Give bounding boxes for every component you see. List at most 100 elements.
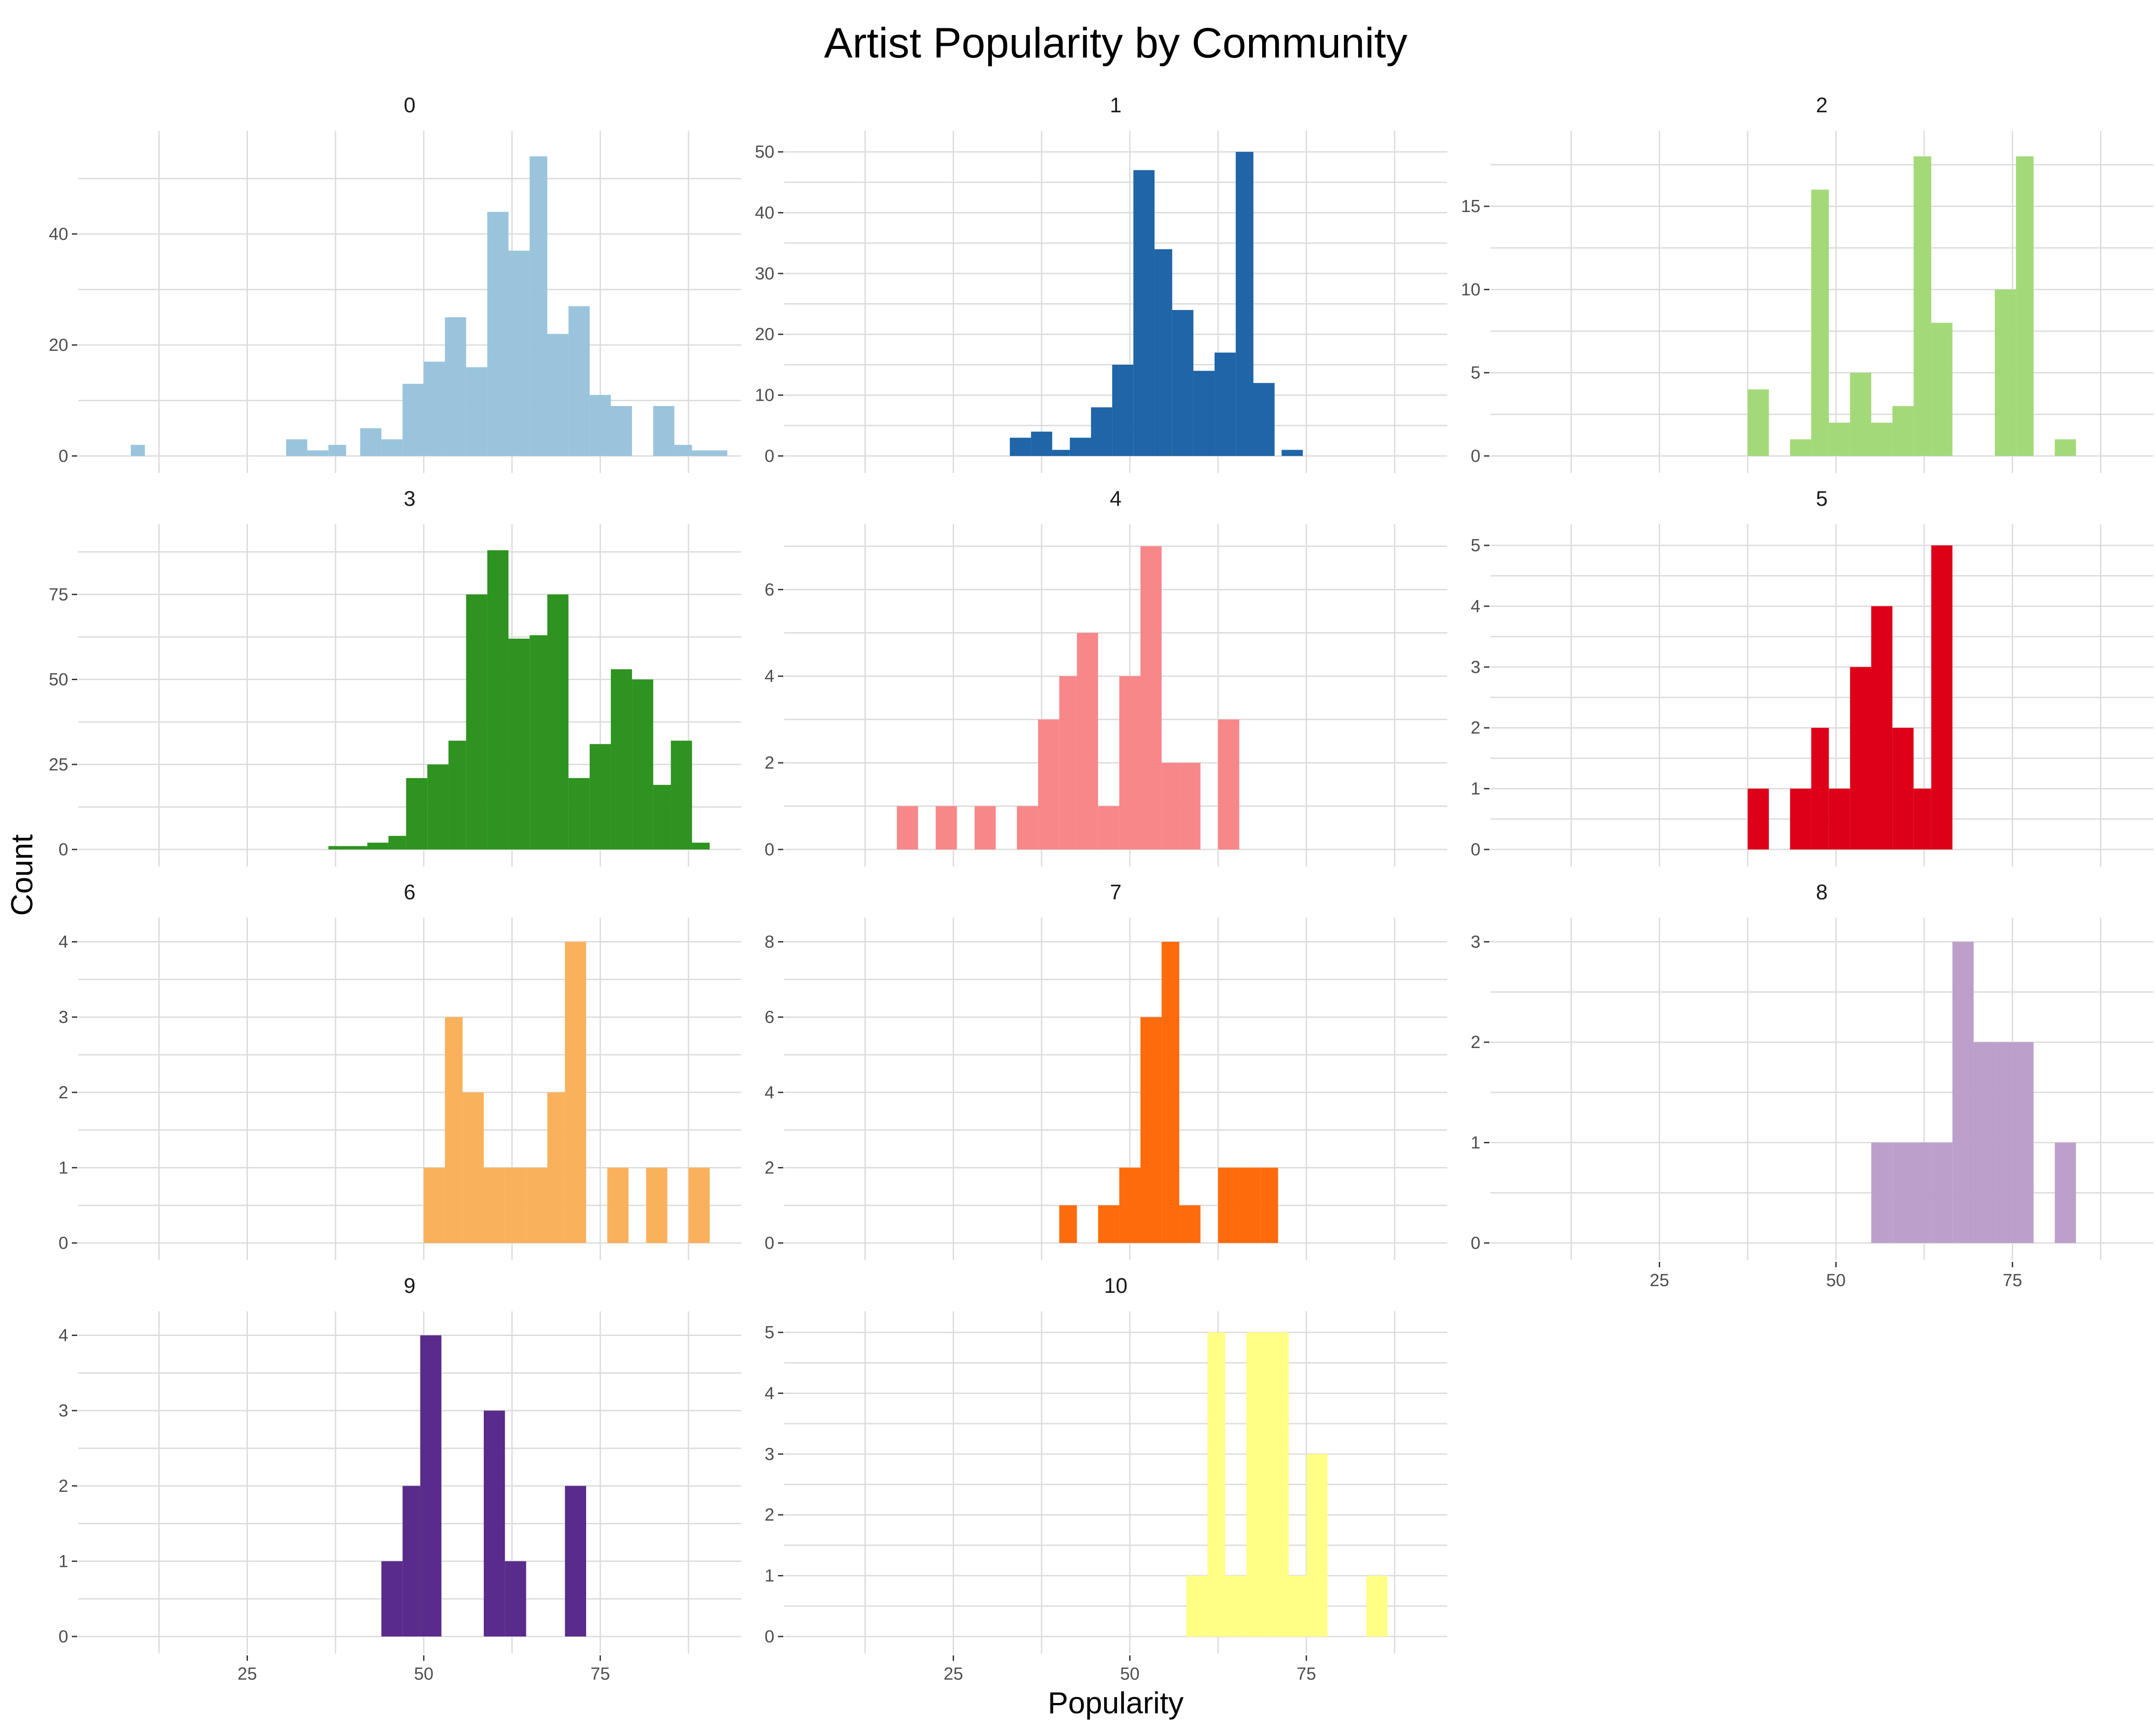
histogram-bar xyxy=(547,334,569,456)
histogram-bar xyxy=(646,1168,667,1243)
y-tick-label: 20 xyxy=(49,336,68,355)
y-tick-label: 10 xyxy=(755,386,774,405)
facet-label: 1 xyxy=(1110,93,1122,117)
histogram-bar xyxy=(1179,1205,1201,1243)
facet-panel: 6 0 1 2 3 4 xyxy=(58,880,741,1260)
histogram-bar xyxy=(589,744,611,849)
histogram-bar xyxy=(1215,352,1236,456)
y-tick-label: 0 xyxy=(764,840,774,859)
histogram-bar xyxy=(692,450,728,456)
histogram-bar xyxy=(1172,310,1193,456)
histogram-bar xyxy=(328,445,346,456)
y-tick-label: 40 xyxy=(49,225,68,244)
facet-label: 8 xyxy=(1816,880,1828,904)
histogram-bar xyxy=(1260,1168,1278,1243)
histogram-bar xyxy=(530,156,548,456)
histogram-bar xyxy=(1112,364,1134,456)
histogram-bar xyxy=(1747,788,1769,849)
histogram-bar xyxy=(424,362,445,456)
histogram-bar xyxy=(1031,431,1052,456)
histogram-bar xyxy=(1306,1454,1328,1637)
y-tick-label: 3 xyxy=(1471,933,1480,952)
y-tick-label: 6 xyxy=(764,1008,774,1027)
histogram-bar xyxy=(1193,371,1215,456)
histogram-bar xyxy=(505,1561,526,1637)
histogram-bar xyxy=(508,638,530,849)
histogram-bar xyxy=(1239,1168,1261,1243)
x-tick-label: 75 xyxy=(1297,1664,1316,1684)
y-tick-label: 4 xyxy=(58,1326,68,1345)
histogram-bar xyxy=(1218,719,1240,849)
y-tick-label: 2 xyxy=(764,1158,774,1177)
histogram-bar xyxy=(1952,942,1974,1243)
histogram-bar xyxy=(653,406,675,456)
y-tick-label: 0 xyxy=(58,840,68,859)
histogram-bar xyxy=(1010,438,1031,456)
y-tick-label: 2 xyxy=(1471,1033,1480,1052)
histogram-bar xyxy=(1098,1205,1119,1243)
histogram-bar xyxy=(610,669,632,849)
histogram-bar xyxy=(484,1411,505,1637)
histogram-bar xyxy=(974,806,996,849)
histogram-bar xyxy=(526,1168,548,1243)
y-tick-label: 0 xyxy=(764,1234,774,1253)
histogram-bar xyxy=(462,1092,484,1243)
facet-grid: 0020401010203040502051015302550754024650… xyxy=(49,93,2153,1684)
histogram-bar xyxy=(328,846,346,849)
y-tick-label: 1 xyxy=(764,1566,774,1586)
histogram-bar xyxy=(131,445,145,456)
histogram-bar xyxy=(1059,1205,1077,1243)
y-tick-label: 3 xyxy=(764,1445,774,1464)
y-tick-label: 0 xyxy=(58,447,68,466)
histogram-bar xyxy=(484,1168,505,1243)
facet-label: 10 xyxy=(1104,1274,1127,1297)
histogram-bar xyxy=(1052,450,1070,456)
histogram-bar xyxy=(589,395,611,456)
facet-panel: 3 0 25 50 75 xyxy=(49,487,741,867)
facet-label: 3 xyxy=(404,487,415,510)
histogram-bar xyxy=(1154,249,1172,456)
histogram-bar xyxy=(448,740,466,849)
facet-panel: 0 0 20 40 xyxy=(49,93,741,473)
y-tick-label: 0 xyxy=(764,447,774,466)
histogram-bar xyxy=(1913,788,1931,849)
histogram-bar xyxy=(1246,1332,1268,1637)
histogram-bar xyxy=(1091,407,1113,456)
y-tick-label: 15 xyxy=(1461,197,1480,216)
x-tick-label: 75 xyxy=(2003,1271,2022,1290)
y-tick-label: 0 xyxy=(764,1627,774,1646)
y-tick-label: 3 xyxy=(1471,658,1480,677)
histogram-bar xyxy=(1811,728,1829,849)
histogram-bar xyxy=(1747,389,1769,456)
histogram-bar xyxy=(936,806,957,849)
facet-label: 9 xyxy=(404,1274,415,1297)
histogram-bar xyxy=(307,450,329,456)
y-tick-label: 50 xyxy=(755,142,774,162)
y-tick-label: 2 xyxy=(764,753,774,773)
histogram-bar xyxy=(1218,1168,1240,1243)
histogram-bar xyxy=(487,550,509,849)
histogram-bar xyxy=(406,778,428,849)
histogram-bar xyxy=(1850,372,1872,456)
y-tick-label: 2 xyxy=(764,1505,774,1525)
histogram-bar xyxy=(1850,667,1872,849)
histogram-bar xyxy=(508,251,530,456)
y-tick-label: 25 xyxy=(49,755,68,774)
histogram-bar xyxy=(1931,545,1953,849)
histogram-bar xyxy=(568,306,590,456)
x-tick-label: 25 xyxy=(238,1664,257,1684)
y-tick-label: 4 xyxy=(764,667,774,686)
histogram-bar xyxy=(2012,1042,2034,1243)
histogram-bar xyxy=(1162,763,1180,849)
histogram-bar xyxy=(565,942,586,1243)
histogram-bar xyxy=(1289,1575,1307,1637)
histogram-bar xyxy=(388,836,406,849)
histogram-bar xyxy=(688,1168,710,1243)
histogram-bar xyxy=(568,778,590,849)
histogram-bar xyxy=(1281,450,1303,456)
histogram-bar xyxy=(674,445,692,456)
x-axis-title: Popularity xyxy=(1048,1686,1184,1720)
histogram-bar xyxy=(692,842,710,849)
